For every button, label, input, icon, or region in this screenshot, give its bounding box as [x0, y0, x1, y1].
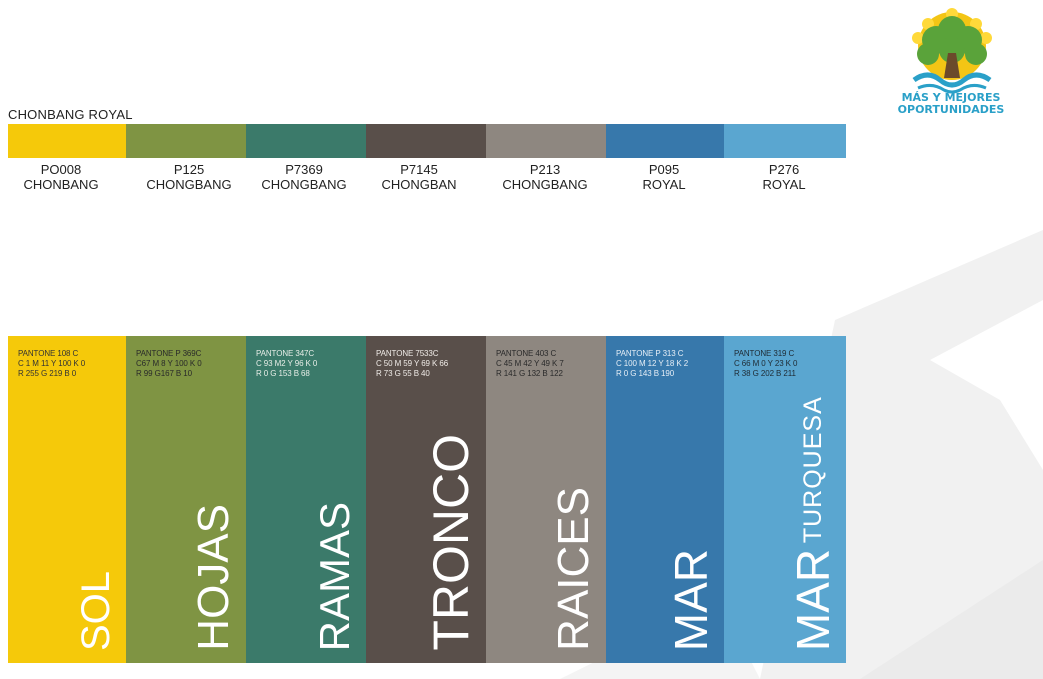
swatch-code: P125 — [173, 162, 205, 177]
spec-line: PANTONE 7533C — [376, 349, 439, 358]
swatch-name: CHONGBANG — [261, 177, 347, 192]
color-word: RAICES — [549, 487, 598, 651]
swatch-name: ROYAL — [642, 177, 686, 192]
swatch-code: P095 — [648, 162, 680, 177]
color-word-main: RAMAS — [311, 501, 358, 651]
color-word-main: RAICES — [549, 487, 598, 651]
color-specs: PANTONE 7533C C 50 M 59 Y 69 K 66 R 73 G 5… — [376, 349, 448, 379]
spec-line: C67 M 8 Y 100 K 0 — [136, 359, 202, 368]
spec-line: PANTONE P 313 C — [616, 349, 684, 358]
color-strip-3 — [246, 124, 366, 158]
color-word: MAR TURQUESA — [787, 395, 839, 651]
color-strip-1 — [8, 124, 126, 158]
spec-line: R 73 G 55 B 40 — [376, 369, 430, 378]
logo-text: MÁS Y MEJORES OPORTUNIDADES — [880, 92, 1022, 116]
swatch-label-6: P095 ROYAL — [604, 162, 724, 192]
spec-line: R 255 G 219 B 0 — [18, 369, 77, 378]
color-column-4: PANTONE 7533C C 50 M 59 Y 69 K 66 R 73 G 5… — [366, 336, 486, 663]
swatch-code: P7369 — [285, 162, 323, 177]
swatch-label-4: P7145 CHONGBAN — [359, 162, 479, 192]
color-strip-7 — [724, 124, 846, 158]
spec-line: PANTONE 347C — [256, 349, 315, 358]
spec-line: C 1 M 11 Y 100 K 0 — [18, 359, 86, 368]
spec-line: PANTONE 403 C — [496, 349, 557, 358]
spec-line: C 66 M 0 Y 23 K 0 — [734, 359, 798, 368]
color-strip-6 — [606, 124, 724, 158]
color-strip-4 — [366, 124, 486, 158]
spec-line: R 99 G167 B 10 — [136, 369, 192, 378]
tree-logo-icon — [912, 8, 992, 94]
spec-line: R 0 G 143 B 190 — [616, 369, 675, 378]
color-word-main: SOL — [74, 570, 118, 651]
spec-line: PANTONE 108 C — [18, 349, 79, 358]
color-word: RAMAS — [311, 501, 358, 651]
swatch-name: CHONGBAN — [381, 177, 457, 192]
spec-line: R 38 G 202 B 211 — [734, 369, 796, 378]
color-word: MAR — [665, 548, 717, 651]
palette-title: CHONBANG ROYAL — [8, 107, 133, 122]
color-word-main: HOJAS — [189, 504, 238, 651]
swatch-name: CHONGBANG — [502, 177, 588, 192]
spec-line: PANTONE 319 C — [734, 349, 795, 358]
spec-line: C 45 M 42 Y 49 K 7 — [496, 359, 564, 368]
logo-line-1: MÁS Y MEJORES — [901, 91, 1001, 104]
swatch-label-3: P7369 CHONGBANG — [244, 162, 364, 192]
spec-line: R 141 G 132 B 122 — [496, 369, 563, 378]
color-word: SOL — [74, 570, 118, 651]
swatch-code: P213 — [529, 162, 561, 177]
swatch-label-1: PO008 CHONBANG — [1, 162, 121, 192]
color-word-main: MAR — [665, 548, 717, 651]
swatch-label-2: P125 CHONGBANG — [129, 162, 249, 192]
color-word-main: TRONCO — [423, 434, 479, 651]
swatch-code: PO008 — [40, 162, 82, 177]
spec-line: C 93 M2 Y 96 K 0 — [256, 359, 318, 368]
color-word: TRONCO — [423, 434, 479, 651]
swatch-name: CHONBANG — [23, 177, 99, 192]
swatch-code: P276 — [768, 162, 800, 177]
spec-line: C 100 M 12 Y 18 K 2 — [616, 359, 689, 368]
swatch-name: CHONGBANG — [146, 177, 232, 192]
swatch-name: ROYAL — [762, 177, 806, 192]
spec-line: R 0 G 153 B 68 — [256, 369, 310, 378]
swatch-label-5: P213 CHONGBANG — [485, 162, 605, 192]
color-strip-5 — [486, 124, 606, 158]
color-strip-2 — [126, 124, 246, 158]
spec-line: PANTONE P 369C — [136, 349, 202, 358]
color-word: HOJAS — [189, 504, 238, 651]
color-word-sub: TURQUESA — [799, 395, 827, 543]
swatch-code: P7145 — [400, 162, 438, 177]
spec-line: C 50 M 59 Y 69 K 66 — [376, 359, 449, 368]
logo-line-2: OPORTUNIDADES — [897, 103, 1005, 116]
color-word-main: MAR — [787, 548, 839, 651]
swatch-label-7: P276 ROYAL — [724, 162, 844, 192]
